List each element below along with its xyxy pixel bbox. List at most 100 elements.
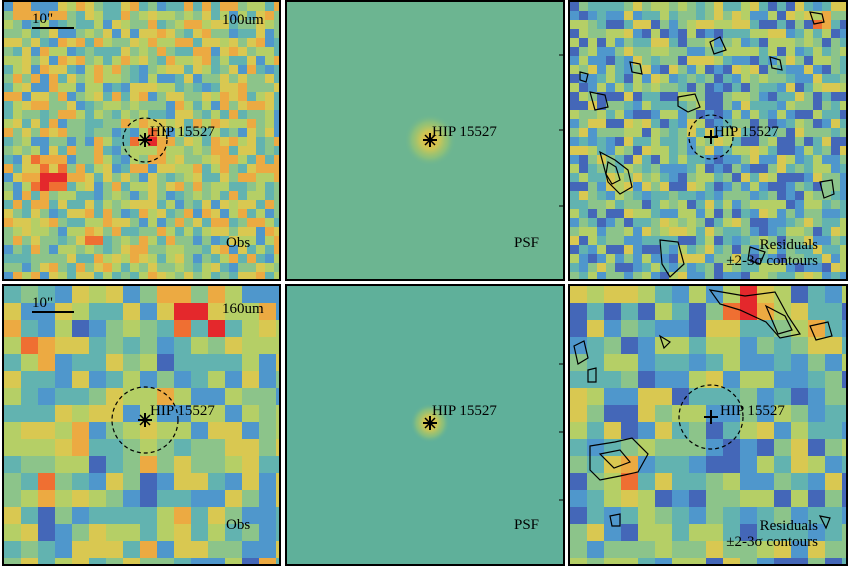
heatmap-pixel bbox=[58, 47, 67, 56]
heatmap-pixel bbox=[774, 388, 791, 405]
heatmap-pixel bbox=[211, 119, 220, 128]
heatmap-pixel bbox=[166, 155, 175, 164]
heatmap-pixel bbox=[157, 507, 174, 524]
heatmap-pixel bbox=[570, 337, 587, 354]
heatmap-pixel bbox=[786, 65, 795, 74]
heatmap-pixel bbox=[669, 191, 678, 200]
heatmap-pixel bbox=[642, 236, 651, 245]
heatmap-pixel bbox=[94, 11, 103, 20]
heatmap-pixel bbox=[655, 320, 672, 337]
heatmap-pixel bbox=[604, 320, 621, 337]
heatmap-pixel bbox=[633, 92, 642, 101]
heatmap-pixel bbox=[130, 218, 139, 227]
heatmap-pixel bbox=[597, 83, 606, 92]
heatmap-pixel bbox=[38, 524, 55, 541]
heatmap-pixel bbox=[67, 200, 76, 209]
heatmap-pixel bbox=[741, 218, 750, 227]
heatmap-pixel bbox=[840, 20, 846, 29]
heatmap-pixel bbox=[211, 173, 220, 182]
heatmap-pixel bbox=[193, 65, 202, 74]
heatmap-pixel bbox=[13, 83, 22, 92]
heatmap-pixel bbox=[672, 337, 689, 354]
heatmap-pixel bbox=[651, 74, 660, 83]
heatmap-pixel bbox=[242, 354, 259, 371]
heatmap-pixel bbox=[825, 439, 842, 456]
heatmap-pixel bbox=[672, 439, 689, 456]
heatmap-pixel bbox=[624, 38, 633, 47]
heatmap-pixel bbox=[638, 371, 655, 388]
heatmap-pixel bbox=[130, 182, 139, 191]
heatmap-pixel bbox=[274, 218, 279, 227]
heatmap-pixel bbox=[777, 164, 786, 173]
heatmap-pixel bbox=[265, 56, 274, 65]
heatmap-pixel bbox=[570, 164, 579, 173]
heatmap-pixel bbox=[67, 263, 76, 272]
heatmap-pixel bbox=[759, 29, 768, 38]
heatmap-pixel bbox=[89, 286, 106, 303]
heatmap-pixel bbox=[597, 20, 606, 29]
heatmap-pixel bbox=[140, 473, 157, 490]
heatmap-pixel bbox=[31, 191, 40, 200]
heatmap-pixel bbox=[166, 2, 175, 11]
heatmap-pixel bbox=[714, 155, 723, 164]
heatmap-pixel bbox=[714, 146, 723, 155]
heatmap-pixel bbox=[768, 263, 777, 272]
heatmap-pixel bbox=[4, 2, 13, 11]
heatmap-pixel bbox=[166, 65, 175, 74]
heatmap-pixel bbox=[242, 303, 259, 320]
heatmap-pixel bbox=[651, 227, 660, 236]
heatmap-pixel bbox=[22, 236, 31, 245]
heatmap-pixel bbox=[655, 337, 672, 354]
heatmap-pixel bbox=[157, 473, 174, 490]
heatmap-pixel bbox=[106, 541, 123, 558]
heatmap-pixel bbox=[256, 110, 265, 119]
heatmap-pixel bbox=[804, 11, 813, 20]
heatmap-pixel bbox=[757, 388, 774, 405]
heatmap-pixel bbox=[831, 29, 840, 38]
heatmap-pixel bbox=[121, 227, 130, 236]
heatmap-pixel bbox=[247, 218, 256, 227]
residual-label: Residuals bbox=[759, 518, 818, 534]
heatmap-pixel bbox=[72, 354, 89, 371]
heatmap-pixel bbox=[211, 137, 220, 146]
heatmap-pixel bbox=[642, 173, 651, 182]
heatmap-pixel bbox=[723, 524, 740, 541]
heatmap-pixel bbox=[714, 209, 723, 218]
heatmap-pixel bbox=[166, 173, 175, 182]
heatmap-pixel bbox=[242, 558, 259, 564]
heatmap-pixel bbox=[72, 541, 89, 558]
heatmap-pixel bbox=[774, 490, 791, 507]
heatmap-pixel bbox=[242, 371, 259, 388]
heatmap-pixel bbox=[651, 254, 660, 263]
heatmap-pixel bbox=[55, 337, 72, 354]
heatmap-pixel bbox=[791, 422, 808, 439]
heatmap-pixel bbox=[256, 146, 265, 155]
heatmap-pixel bbox=[774, 507, 791, 524]
heatmap-pixel bbox=[103, 191, 112, 200]
heatmap-pixel bbox=[238, 182, 247, 191]
heatmap-pixel bbox=[130, 101, 139, 110]
heatmap-pixel bbox=[786, 155, 795, 164]
heatmap-pixel bbox=[103, 83, 112, 92]
heatmap-pixel bbox=[256, 29, 265, 38]
heatmap-pixel bbox=[587, 490, 604, 507]
heatmap-pixel bbox=[49, 29, 58, 38]
heatmap-pixel bbox=[72, 388, 89, 405]
heatmap-pixel bbox=[220, 11, 229, 20]
heatmap-pixel bbox=[759, 209, 768, 218]
heatmap-pixel bbox=[166, 200, 175, 209]
heatmap-pixel bbox=[633, 272, 642, 279]
heatmap-pixel bbox=[139, 146, 148, 155]
heatmap-pixel bbox=[624, 101, 633, 110]
heatmap-pixel bbox=[642, 227, 651, 236]
heatmap-pixel bbox=[795, 182, 804, 191]
heatmap-pixel bbox=[40, 101, 49, 110]
psf-map-100um: HIP 15527 PSF bbox=[285, 0, 565, 281]
heatmap-pixel bbox=[49, 272, 58, 279]
heatmap-pixel bbox=[148, 56, 157, 65]
heatmap-pixel bbox=[211, 29, 220, 38]
heatmap-pixel bbox=[112, 47, 121, 56]
heatmap-pixel bbox=[606, 137, 615, 146]
heatmap-pixel bbox=[4, 146, 13, 155]
heatmap-pixel bbox=[259, 524, 276, 541]
